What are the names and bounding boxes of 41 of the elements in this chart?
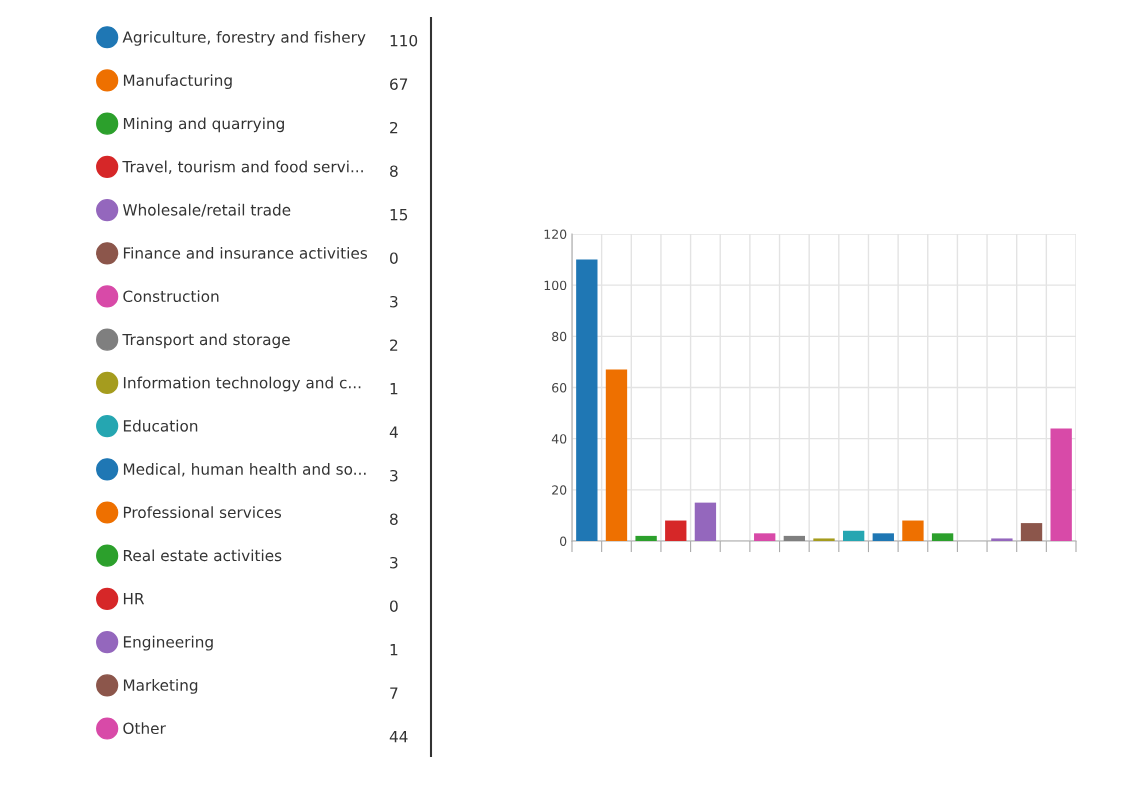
y-tick-label: 40 — [551, 434, 567, 444]
legend-label: Medical, human health and so... — [123, 463, 366, 477]
legend-label: Other — [123, 722, 166, 735]
text: 15 — [390, 209, 408, 221]
legend-label: HR — [123, 593, 145, 605]
legend-label: Engineering — [123, 635, 213, 651]
text: 1 — [390, 383, 398, 395]
text: 3 — [390, 295, 398, 308]
text: 0 — [390, 600, 398, 612]
legend-label: Finance and insurance activities — [123, 247, 368, 259]
legend-label: Marketing — [123, 679, 198, 694]
legend-label: Construction — [123, 290, 219, 303]
text: 110 — [390, 34, 418, 47]
legend-label: Professional services — [123, 506, 282, 519]
y-tick-label: 0 — [560, 536, 567, 546]
text: 2 — [390, 339, 398, 351]
y-tick-label: 80 — [552, 331, 567, 342]
legend-label: Mining and quarrying — [123, 117, 284, 133]
y-tick-label: 20 — [552, 485, 567, 495]
legend-label: Real estate activities — [123, 549, 282, 562]
text: 0 — [390, 252, 398, 264]
legend-label: Travel, tourism and food servi... — [122, 160, 363, 174]
text: 44 — [389, 731, 408, 743]
text: 4 — [389, 426, 398, 438]
text: 1 — [390, 644, 398, 656]
text: 3 — [390, 556, 398, 569]
legend-label: Transport and storage — [122, 333, 290, 349]
legend-label: Wholesale/retail trade — [122, 203, 291, 217]
text: 7 — [390, 687, 398, 699]
y-tick-label: 60 — [552, 382, 567, 393]
text: 8 — [390, 513, 398, 525]
legend-label: Manufacturing — [123, 74, 232, 89]
legend-label: Information technology and c... — [123, 376, 361, 392]
text: 2 — [390, 121, 398, 134]
text: 67 — [390, 78, 408, 90]
legend-label: Education — [123, 419, 198, 432]
text: 8 — [390, 165, 398, 177]
y-tick-label: 100 — [544, 280, 567, 291]
legend-label: Agriculture, forestry and fishery — [122, 31, 366, 46]
text: 3 — [390, 469, 398, 482]
y-tick-label: 120 — [544, 229, 567, 239]
